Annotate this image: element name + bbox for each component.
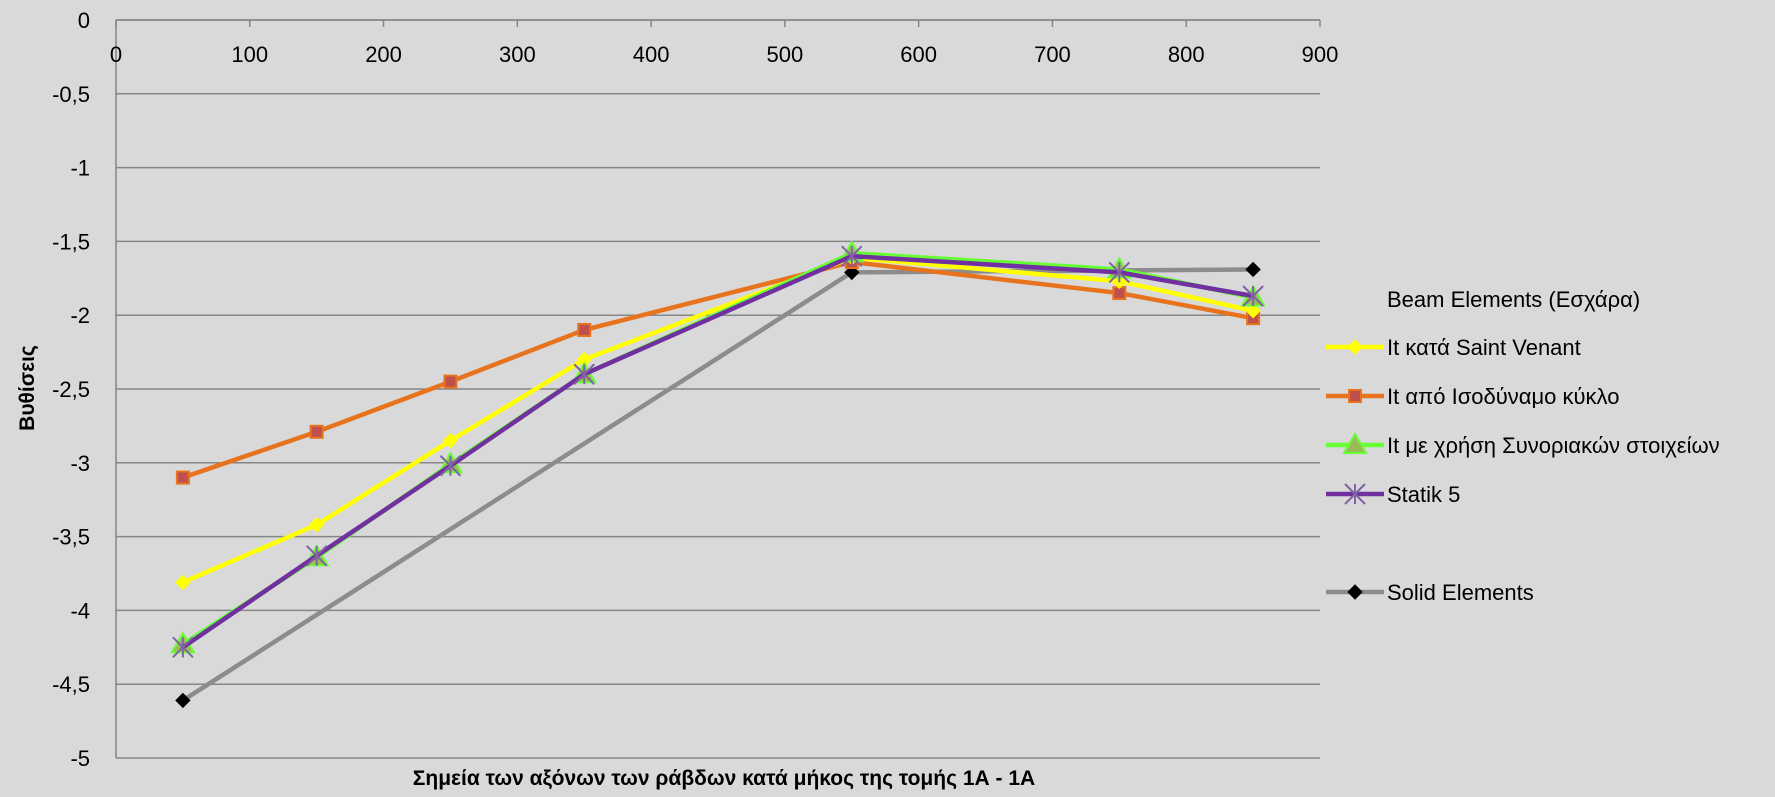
data-point — [1108, 261, 1131, 284]
legend-swatch-marker — [1348, 389, 1362, 403]
series-line — [180, 250, 1256, 647]
x-tick-label: 700 — [1034, 42, 1071, 67]
data-point — [1245, 261, 1261, 278]
legend-item: It με χρήση Συνοριακών στοιχείων — [1326, 432, 1720, 458]
y-tick-label: -5 — [70, 746, 90, 771]
legend-label: Solid Elements — [1387, 580, 1534, 605]
y-tick-label: -3,5 — [52, 525, 90, 550]
x-axis-title: Σημεία των αξόνων των ράβδων κατά μήκος … — [413, 767, 1035, 790]
legend-label: Statik 5 — [1387, 482, 1460, 507]
legend-swatch-marker — [1347, 584, 1363, 600]
y-tick-label: -1,5 — [52, 229, 90, 254]
legend-item: Solid Elements — [1326, 580, 1534, 605]
x-tick-label: 300 — [499, 42, 536, 67]
legend-group-title: Beam Elements (Εσχάρα) — [1387, 287, 1640, 312]
series-line — [180, 267, 1256, 703]
y-axis-title: Βυθίσεις — [16, 345, 39, 431]
legend-swatch-marker — [1344, 483, 1366, 505]
legend-swatch-marker — [1342, 432, 1368, 454]
y-tick-label: -2,5 — [52, 377, 90, 402]
data-point — [1245, 303, 1261, 319]
data-point — [175, 470, 190, 485]
x-tick-label: 800 — [1168, 42, 1205, 67]
legend-label: It από Ισοδύναμο κύκλο — [1387, 384, 1619, 409]
legend-item: It κατά Saint Venant — [1326, 335, 1581, 360]
data-point — [1242, 285, 1264, 307]
y-tick-label: -1 — [70, 156, 90, 181]
data-point — [309, 424, 324, 439]
data-point — [443, 374, 458, 389]
y-tick-label: -4,5 — [52, 672, 90, 697]
data-point — [573, 363, 595, 385]
series-line — [180, 259, 1256, 480]
legend-label: It με χρήση Συνοριακών στοιχείων — [1387, 433, 1720, 458]
x-tick-label: 400 — [633, 42, 670, 67]
y-tick-label: 0 — [78, 8, 90, 33]
data-point — [172, 636, 194, 659]
y-tick-label: -3 — [70, 451, 90, 476]
x-tick-label: 200 — [365, 42, 402, 67]
x-tick-label: 500 — [767, 42, 804, 67]
legend-item: It από Ισοδύναμο κύκλο — [1326, 384, 1619, 409]
y-tick-label: -0,5 — [52, 82, 90, 107]
data-point — [308, 517, 325, 533]
data-point — [175, 692, 191, 709]
legend-swatch-marker — [1347, 339, 1363, 355]
x-tick-label: 600 — [900, 42, 937, 67]
legend-item: Statik 5 — [1326, 482, 1460, 507]
legend-label: It κατά Saint Venant — [1387, 335, 1581, 360]
data-point — [577, 322, 592, 337]
x-tick-label: 900 — [1302, 42, 1339, 67]
data-point — [439, 455, 462, 477]
data-point — [305, 545, 328, 567]
y-tick-label: -4 — [70, 598, 90, 623]
data-point — [442, 432, 459, 449]
y-tick-label: -2 — [70, 303, 90, 328]
data-point — [841, 245, 863, 267]
x-tick-label: 100 — [231, 42, 268, 67]
x-tick-label: 0 — [110, 42, 122, 67]
data-point — [175, 574, 191, 591]
